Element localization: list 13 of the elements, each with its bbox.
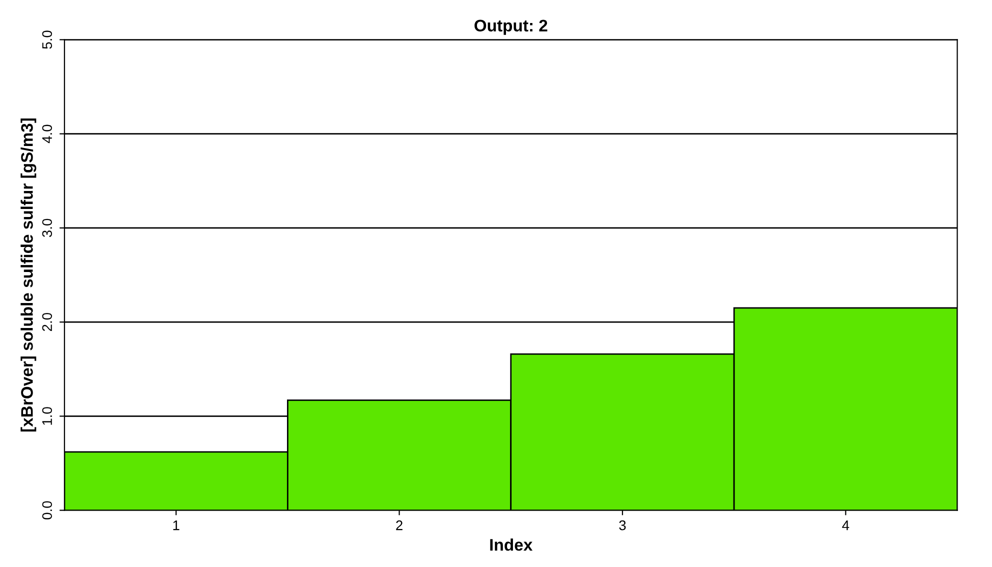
x-tick-label: 4: [842, 520, 850, 530]
x-tick-label: 3: [619, 520, 626, 530]
y-tick-label: 4.0: [42, 124, 52, 144]
y-tick-label: 3.0: [42, 218, 52, 238]
x-axis-title: Index: [490, 538, 533, 551]
y-tick-label: 0.0: [42, 501, 52, 520]
y-tick-label: 5.0: [42, 30, 52, 49]
y-axis-title: [xBrOver] soluble sulfide sulfur [gS/m3]: [20, 118, 36, 432]
chart-title: Output: 2: [474, 20, 548, 35]
x-tick-label: 2: [396, 520, 402, 530]
y-tick-label: 2.0: [42, 312, 52, 332]
x-tick-label: 1: [173, 520, 180, 530]
y-tick-label: 1.0: [42, 407, 52, 425]
